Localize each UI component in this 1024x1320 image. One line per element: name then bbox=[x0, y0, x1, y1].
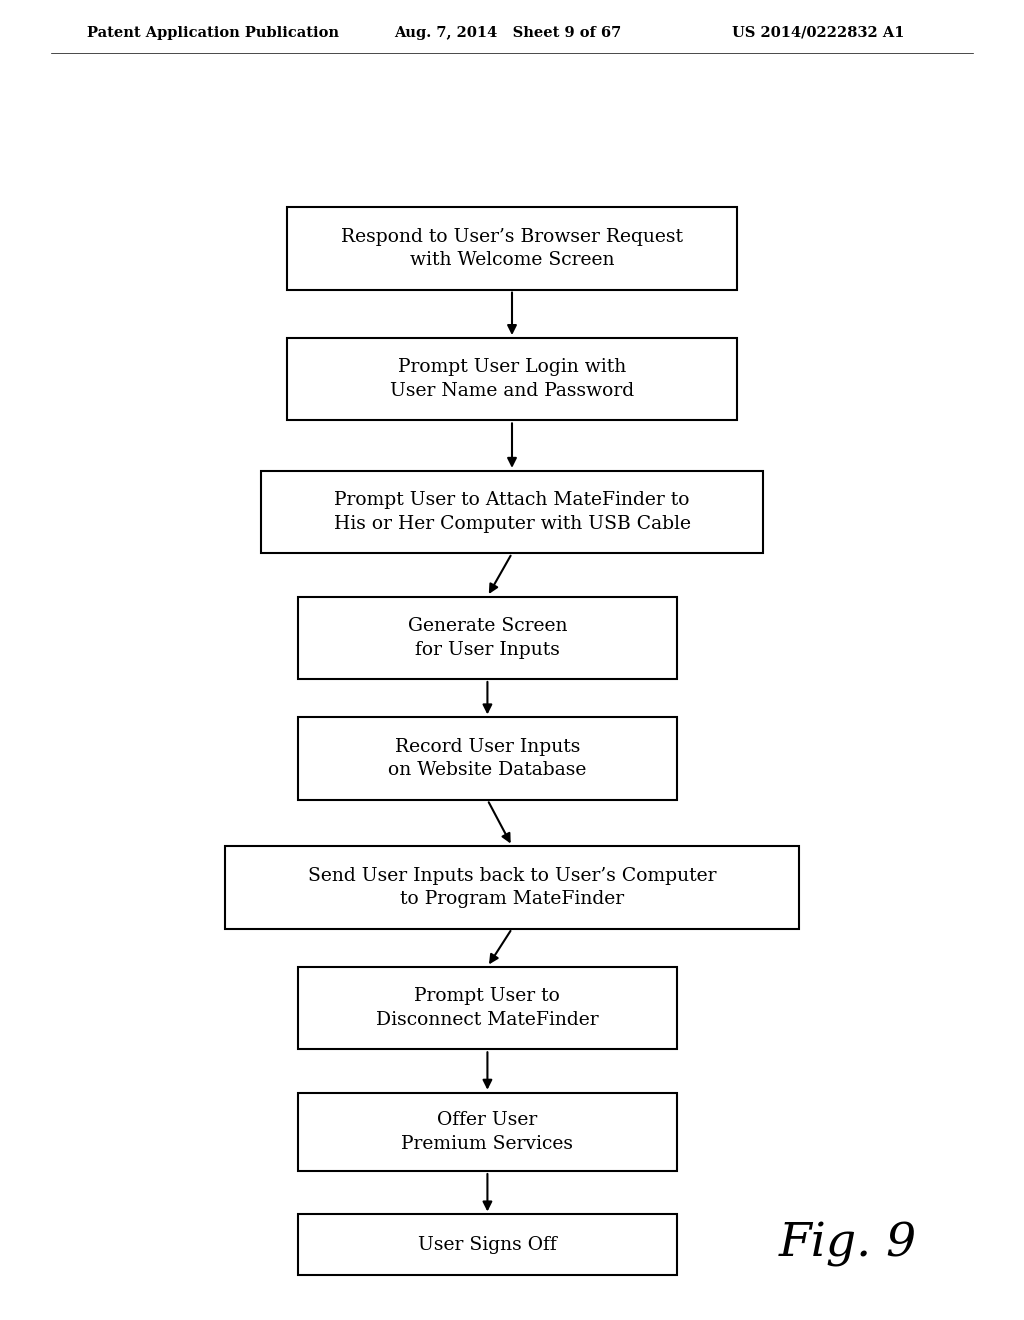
FancyBboxPatch shape bbox=[298, 597, 677, 678]
FancyBboxPatch shape bbox=[261, 471, 763, 553]
FancyBboxPatch shape bbox=[298, 1093, 677, 1171]
Text: Prompt User Login with
User Name and Password: Prompt User Login with User Name and Pas… bbox=[390, 358, 634, 400]
Text: Prompt User to Attach MateFinder to
His or Her Computer with USB Cable: Prompt User to Attach MateFinder to His … bbox=[334, 491, 690, 533]
FancyArrowPatch shape bbox=[488, 803, 510, 842]
FancyArrowPatch shape bbox=[490, 931, 511, 962]
Text: Offer User
Premium Services: Offer User Premium Services bbox=[401, 1111, 573, 1152]
Text: Generate Screen
for User Inputs: Generate Screen for User Inputs bbox=[408, 616, 567, 659]
FancyBboxPatch shape bbox=[298, 717, 677, 800]
Text: Prompt User to
Disconnect MateFinder: Prompt User to Disconnect MateFinder bbox=[376, 987, 599, 1028]
FancyArrowPatch shape bbox=[483, 682, 492, 713]
Text: Fig. 9: Fig. 9 bbox=[778, 1222, 916, 1267]
Text: Patent Application Publication: Patent Application Publication bbox=[87, 26, 339, 40]
Text: Send User Inputs back to User’s Computer
to Program MateFinder: Send User Inputs back to User’s Computer… bbox=[308, 866, 716, 908]
Text: User Signs Off: User Signs Off bbox=[418, 1236, 557, 1254]
Text: US 2014/0222832 A1: US 2014/0222832 A1 bbox=[732, 26, 904, 40]
FancyArrowPatch shape bbox=[508, 424, 516, 466]
FancyArrowPatch shape bbox=[483, 1052, 492, 1088]
FancyBboxPatch shape bbox=[298, 1214, 677, 1275]
Text: Respond to User’s Browser Request
with Welcome Screen: Respond to User’s Browser Request with W… bbox=[341, 227, 683, 269]
FancyBboxPatch shape bbox=[225, 846, 799, 928]
FancyBboxPatch shape bbox=[298, 966, 677, 1049]
FancyArrowPatch shape bbox=[489, 556, 511, 593]
FancyBboxPatch shape bbox=[287, 207, 737, 289]
Text: Aug. 7, 2014   Sheet 9 of 67: Aug. 7, 2014 Sheet 9 of 67 bbox=[394, 26, 622, 40]
FancyArrowPatch shape bbox=[483, 1173, 492, 1209]
FancyBboxPatch shape bbox=[287, 338, 737, 421]
Text: Record User Inputs
on Website Database: Record User Inputs on Website Database bbox=[388, 738, 587, 779]
FancyArrowPatch shape bbox=[508, 293, 516, 333]
